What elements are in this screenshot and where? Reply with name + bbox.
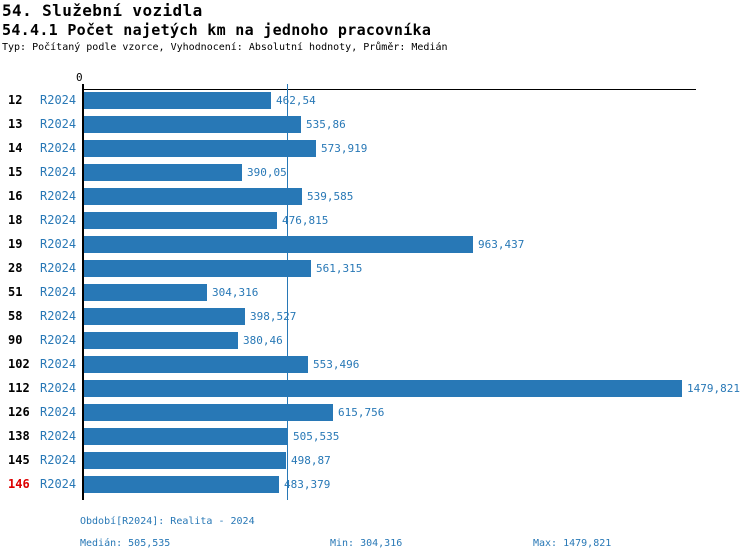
series-label: R2024 <box>40 165 77 179</box>
chart-row: 112 R2024 1479,821 <box>0 380 750 397</box>
series-label: R2024 <box>40 93 77 107</box>
chart-row: 14 R2024 573,919 <box>0 140 750 157</box>
bar <box>84 356 308 373</box>
series-label: R2024 <box>40 117 77 131</box>
series-label: R2024 <box>40 285 77 299</box>
value-label: 505,535 <box>293 430 340 443</box>
bar <box>84 236 473 253</box>
value-label: 535,86 <box>306 118 346 131</box>
series-label: R2024 <box>40 429 77 443</box>
category-label: 102 <box>8 357 30 371</box>
bar <box>84 212 277 229</box>
chart-row: 12 R2024 462,54 <box>0 92 750 109</box>
chart-row: 58 R2024 398,527 <box>0 308 750 325</box>
chart-row: 15 R2024 390,05 <box>0 164 750 181</box>
value-label: 304,316 <box>212 286 259 299</box>
bar <box>84 140 316 157</box>
bar <box>84 380 682 397</box>
series-label: R2024 <box>40 237 77 251</box>
chart-row: 19 R2024 963,437 <box>0 236 750 253</box>
series-label: R2024 <box>40 213 77 227</box>
chart-row: 138 R2024 505,535 <box>0 428 750 445</box>
series-label: R2024 <box>40 309 77 323</box>
chart-row: 126 R2024 615,756 <box>0 404 750 421</box>
median-stat-label: Medián: 505,535 <box>80 538 171 549</box>
category-label: 112 <box>8 381 30 395</box>
chart-row: 51 R2024 304,316 <box>0 284 750 301</box>
category-label: 146 <box>8 477 30 491</box>
bar <box>84 188 302 205</box>
chart-row: 145 R2024 498,87 <box>0 452 750 469</box>
chart-title: 54.4.1 Počet najetých km na jednoho prac… <box>2 21 432 39</box>
bar <box>84 404 333 421</box>
value-label: 398,527 <box>250 310 297 323</box>
series-label: R2024 <box>40 333 77 347</box>
bar <box>84 476 279 493</box>
x-axis-zero-tick-label: 0 <box>76 71 83 84</box>
chart-row: 18 R2024 476,815 <box>0 212 750 229</box>
bar <box>84 332 238 349</box>
value-label: 539,585 <box>307 190 354 203</box>
value-label: 1479,821 <box>687 382 740 395</box>
value-label: 380,46 <box>243 334 283 347</box>
chart-row: 16 R2024 539,585 <box>0 188 750 205</box>
category-label: 15 <box>8 165 23 179</box>
period-label: Období[R2024]: Realita - 2024 <box>80 516 255 527</box>
bar <box>84 116 301 133</box>
chart-subtitle: Typ: Počítaný podle vzorce, Vyhodnocení:… <box>2 42 448 53</box>
value-label: 483,379 <box>284 478 331 491</box>
value-label: 615,756 <box>338 406 385 419</box>
x-axis-line <box>82 89 696 90</box>
category-label: 14 <box>8 141 23 155</box>
series-label: R2024 <box>40 405 77 419</box>
chart-row: 146 R2024 483,379 <box>0 476 750 493</box>
bar <box>84 428 288 445</box>
value-label: 462,54 <box>276 94 316 107</box>
category-label: 51 <box>8 285 23 299</box>
bar <box>84 164 242 181</box>
category-label: 126 <box>8 405 30 419</box>
value-label: 498,87 <box>291 454 331 467</box>
y-axis-line <box>82 84 84 500</box>
chart-row: 102 R2024 553,496 <box>0 356 750 373</box>
bar <box>84 284 207 301</box>
median-line <box>287 84 288 500</box>
category-label: 12 <box>8 93 23 107</box>
category-label: 138 <box>8 429 30 443</box>
bar <box>84 308 245 325</box>
bar <box>84 92 271 109</box>
category-label: 16 <box>8 189 23 203</box>
series-label: R2024 <box>40 189 77 203</box>
min-stat-label: Min: 304,316 <box>330 538 403 549</box>
chart-row: 28 R2024 561,315 <box>0 260 750 277</box>
category-label: 13 <box>8 117 23 131</box>
series-label: R2024 <box>40 141 77 155</box>
value-label: 963,437 <box>478 238 525 251</box>
series-label: R2024 <box>40 453 77 467</box>
category-label: 28 <box>8 261 23 275</box>
bar <box>84 260 311 277</box>
category-label: 18 <box>8 213 23 227</box>
category-label: 145 <box>8 453 30 467</box>
category-label: 19 <box>8 237 23 251</box>
series-label: R2024 <box>40 477 77 491</box>
chart-row: 13 R2024 535,86 <box>0 116 750 133</box>
series-label: R2024 <box>40 381 77 395</box>
report-section-title: 54. Služební vozidla <box>2 1 203 20</box>
series-label: R2024 <box>40 357 77 371</box>
value-label: 390,05 <box>247 166 287 179</box>
chart-row: 90 R2024 380,46 <box>0 332 750 349</box>
value-label: 476,815 <box>282 214 329 227</box>
value-label: 573,919 <box>321 142 368 155</box>
value-label: 561,315 <box>316 262 363 275</box>
category-label: 58 <box>8 309 23 323</box>
max-stat-label: Max: 1479,821 <box>533 538 612 549</box>
category-label: 90 <box>8 333 23 347</box>
value-label: 553,496 <box>313 358 360 371</box>
bar <box>84 452 286 469</box>
series-label: R2024 <box>40 261 77 275</box>
